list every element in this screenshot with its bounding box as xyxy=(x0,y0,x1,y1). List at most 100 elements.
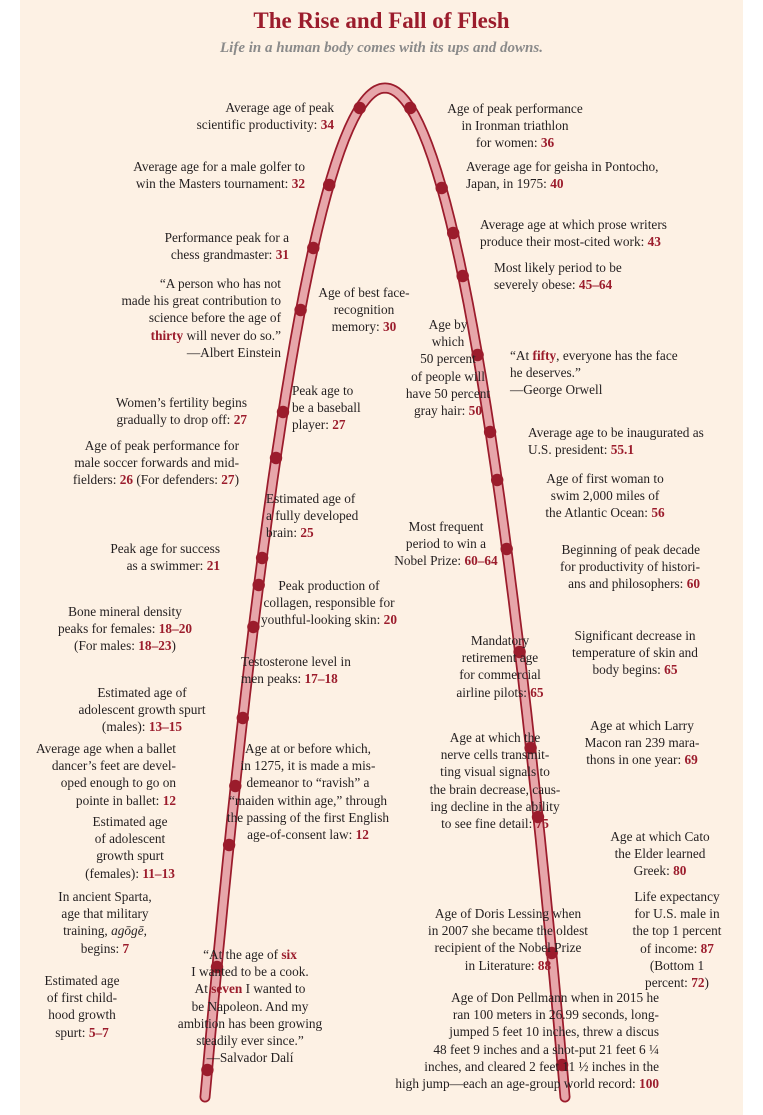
label-line: Average age to be inaugurated as xyxy=(528,424,704,441)
label-text: nerve cells transmit- xyxy=(440,747,550,763)
label-line: Estimated age of xyxy=(72,684,212,701)
label-text: Significant decrease in xyxy=(574,628,696,643)
label-line: Age of peak performance xyxy=(415,100,615,117)
label-soccer-forwards: Age of peak performance for male soccer f… xyxy=(73,437,239,489)
label-life-expectancy: Life expectancy for U.S. male in the top 1… xyxy=(618,888,736,991)
label-text: Bone mineral density xyxy=(68,604,182,619)
highlighted-age: 60 xyxy=(686,576,700,592)
label-text: “At xyxy=(510,348,533,363)
label-text: the top 1 percent xyxy=(632,923,722,939)
highlighted-age: 27 xyxy=(233,412,247,428)
label-doris-lessing: Age of Doris Lessing when in 2007 she bec… xyxy=(395,905,621,974)
highlighted-age: 69 xyxy=(684,752,698,768)
highlighted-age: 27 xyxy=(221,472,235,488)
label-text: thons in one year: xyxy=(586,752,685,768)
label-text: fielders: xyxy=(72,472,120,488)
age-marker-dot xyxy=(404,101,417,115)
age-marker-dot xyxy=(456,269,469,283)
label-line: Age at which Cato xyxy=(590,828,730,845)
label-line: for commercial xyxy=(440,666,560,683)
label-line: Women’s fertility begins xyxy=(116,394,247,411)
age-marker-dot xyxy=(229,779,242,793)
label-line: thons in one year: 69 xyxy=(572,751,712,768)
label-text: player: xyxy=(292,417,333,433)
label-text: “A person who has not xyxy=(159,276,281,291)
label-text: percent: xyxy=(645,975,692,991)
label-line: of first child- xyxy=(22,989,142,1006)
label-severely-obese: Most likely period to be severely obese: … xyxy=(494,259,622,293)
label-text: Estimated age of xyxy=(266,491,356,506)
highlighted-age: 18–20 xyxy=(158,621,193,637)
age-marker-dot xyxy=(435,181,448,195)
label-text: Age at which the xyxy=(449,730,541,745)
label-line: the Elder learned xyxy=(590,845,730,862)
age-marker-dot xyxy=(323,178,336,192)
label-line: 48 feet 9 inches and a shot-put 21 feet … xyxy=(395,1041,659,1058)
label-age-of-consent: Age at or before which, in 1275, it is ma… xyxy=(208,740,408,843)
age-marker-dot xyxy=(276,405,290,419)
label-line: Most likely period to be xyxy=(494,259,622,276)
label-line: demeanor to “ravish” a xyxy=(208,774,408,791)
label-line: science before the age of xyxy=(121,309,281,326)
label-line: produce their most-cited work: 43 xyxy=(480,233,667,250)
label-line: nerve cells transmit- xyxy=(410,746,580,763)
label-text: body begins: xyxy=(592,662,665,678)
label-line: the top 1 percent xyxy=(618,922,736,939)
age-marker-dot xyxy=(555,1058,569,1072)
label-text: Average age when a ballet xyxy=(35,741,176,756)
highlighted-age: fifty xyxy=(532,348,557,363)
label-line: male soccer forwards and mid- xyxy=(73,454,239,471)
label-text: temperature of skin and xyxy=(572,645,698,661)
label-text: spurt: xyxy=(55,1024,89,1040)
highlighted-age: 12 xyxy=(355,827,369,843)
label-line: I wanted to be a cook. xyxy=(160,963,340,980)
label-text: At xyxy=(194,981,212,997)
label-line: as a swimmer: 21 xyxy=(110,557,220,574)
label-line: adolescent growth spurt xyxy=(72,701,212,718)
label-text: jumped 5 feet 10 inches, threw a discus xyxy=(449,1024,659,1040)
label-text: the brain decrease, caus- xyxy=(429,781,561,797)
label-cato-greek: Age at which Cato the Elder learned Greek:… xyxy=(590,828,730,880)
age-marker-dot xyxy=(252,578,265,592)
label-line: Significant decrease in xyxy=(555,627,715,644)
label-line: Mandatory xyxy=(440,632,560,649)
label-text: as a swimmer: xyxy=(126,558,207,574)
label-line: ting visual signals to xyxy=(410,763,580,780)
highlighted-age: 56 xyxy=(651,505,665,521)
label-text: begins: xyxy=(80,940,123,956)
label-text: retirement age xyxy=(461,650,539,666)
label-growth-spurt-males: Estimated age of adolescent growth spurt(… xyxy=(72,684,212,736)
label-text: Average age for a male golfer to xyxy=(133,159,305,174)
label-text: (males): xyxy=(101,719,149,735)
label-line: body begins: 65 xyxy=(555,661,715,678)
label-us-president: Average age to be inaugurated as U.S. pre… xyxy=(528,424,704,458)
label-text: for U.S. male in xyxy=(634,906,720,922)
label-line: Estimated age of xyxy=(266,490,358,507)
label-don-pellmann: Age of Don Pellmann when in 2015 he ran 1… xyxy=(395,989,659,1092)
label-text: Average age to be inaugurated as xyxy=(528,425,704,440)
label-text: be Napoleon. And my xyxy=(191,998,309,1014)
highlighted-age: 55.1 xyxy=(610,442,635,458)
label-text: Japan, in 1975: xyxy=(466,176,551,192)
label-chess-grandmaster: Performance peak for a chess grandmaster:… xyxy=(165,229,289,263)
highlighted-age: 72 xyxy=(691,975,705,991)
label-line: in Ironman triathlon xyxy=(415,117,615,134)
label-text: for women: xyxy=(475,135,541,151)
label-line: high jump—each an age-group world record… xyxy=(395,1075,659,1092)
label-text: Most frequent xyxy=(408,519,484,534)
curve-markers xyxy=(201,101,569,1077)
highlighted-age: 7 xyxy=(122,940,130,956)
label-line: the Atlantic Ocean: 56 xyxy=(522,504,688,521)
label-text: hood growth xyxy=(48,1007,116,1023)
label-text: gray hair: xyxy=(414,403,469,419)
label-line: recognition xyxy=(299,301,429,318)
label-text: ambition has been growing xyxy=(177,1015,323,1031)
label-line: in Literature: 88 xyxy=(395,957,621,974)
label-line: Average age for a male golfer to xyxy=(133,158,305,175)
highlighted-age: 17–18 xyxy=(304,671,338,687)
label-skin-temperature: Significant decrease in temperature of sk… xyxy=(555,627,715,679)
label-text: Performance peak for a xyxy=(164,230,289,245)
label-line: Age by xyxy=(402,316,494,333)
label-text: , everyone has the face xyxy=(556,348,678,363)
label-nobel-prize: Most frequent period to win a Nobel Prize:… xyxy=(391,518,501,570)
